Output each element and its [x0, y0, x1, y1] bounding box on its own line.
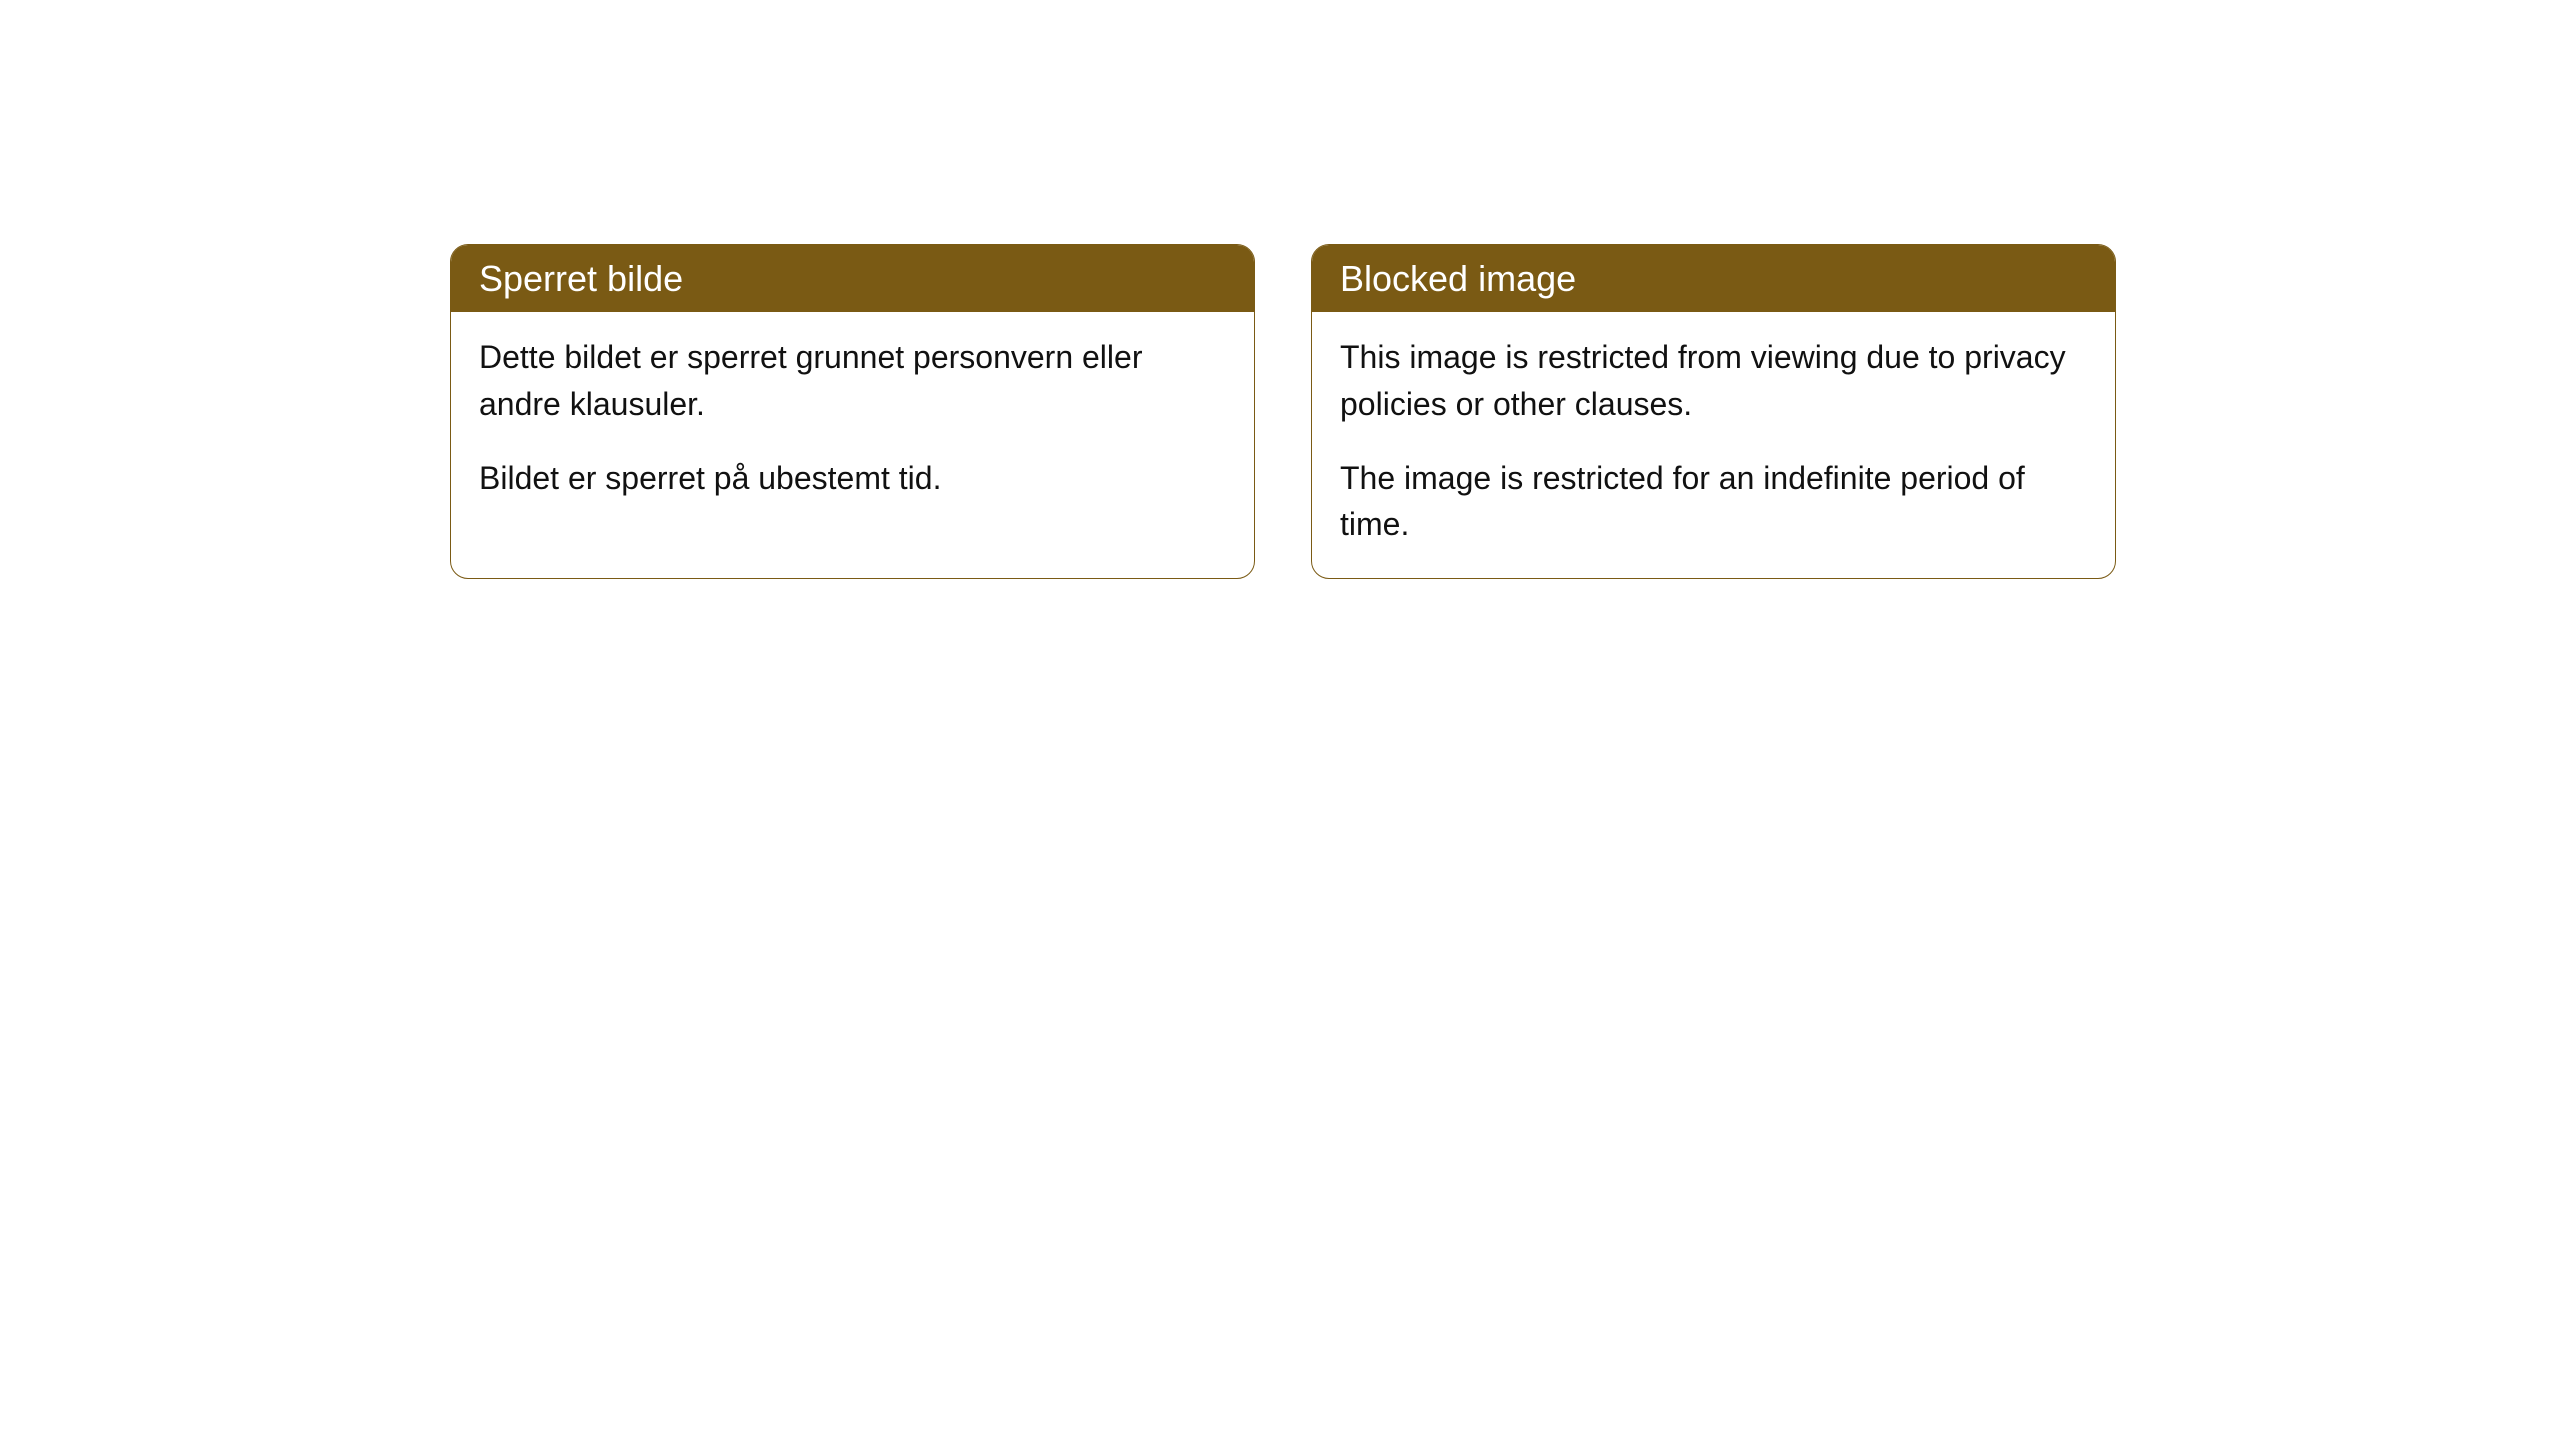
card-text-line2: Bildet er sperret på ubestemt tid.: [479, 455, 1226, 501]
card-body-english: This image is restricted from viewing du…: [1312, 312, 2115, 578]
notice-cards-container: Sperret bilde Dette bildet er sperret gr…: [450, 244, 2116, 579]
card-title: Sperret bilde: [479, 258, 683, 299]
card-text-line1: This image is restricted from viewing du…: [1340, 334, 2087, 427]
card-title: Blocked image: [1340, 258, 1576, 299]
card-header-english: Blocked image: [1312, 245, 2115, 312]
notice-card-norwegian: Sperret bilde Dette bildet er sperret gr…: [450, 244, 1255, 579]
card-header-norwegian: Sperret bilde: [451, 245, 1254, 312]
card-body-norwegian: Dette bildet er sperret grunnet personve…: [451, 312, 1254, 531]
card-text-line2: The image is restricted for an indefinit…: [1340, 455, 2087, 548]
card-text-line1: Dette bildet er sperret grunnet personve…: [479, 334, 1226, 427]
notice-card-english: Blocked image This image is restricted f…: [1311, 244, 2116, 579]
